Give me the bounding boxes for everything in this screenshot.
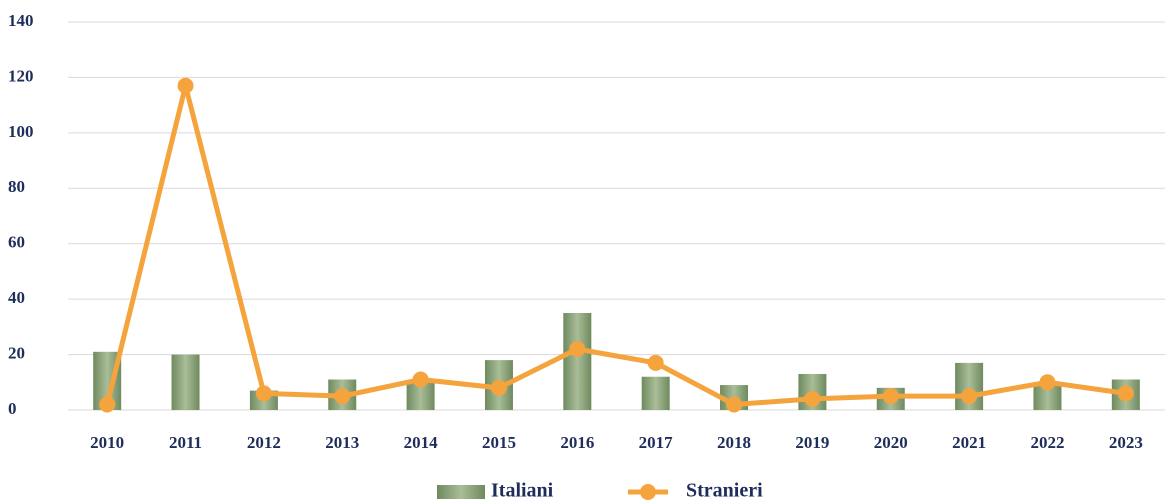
bar	[641, 376, 670, 410]
marker	[1117, 385, 1134, 402]
marker	[177, 77, 194, 94]
x-tick-label: 2022	[1030, 433, 1064, 452]
marker	[569, 341, 586, 358]
legend-label: Italiani	[491, 480, 554, 502]
marker	[647, 354, 664, 371]
marker	[412, 371, 429, 388]
marker	[255, 385, 272, 402]
y-tick-label: 120	[8, 66, 34, 85]
marker	[334, 388, 351, 405]
x-tick-label: 2020	[874, 433, 908, 452]
y-tick-label: 60	[8, 233, 25, 252]
legend-label: Stranieri	[686, 480, 763, 502]
x-tick-label: 2014	[404, 433, 439, 452]
marker	[1039, 374, 1056, 391]
bar	[563, 313, 592, 410]
line	[104, 83, 1127, 407]
y-tick-label: 100	[8, 122, 34, 141]
legend-swatch	[437, 485, 485, 499]
x-tick-label: 2012	[247, 433, 281, 452]
x-tick-label: 2010	[90, 433, 124, 452]
bar	[171, 354, 200, 410]
y-tick-label: 80	[8, 177, 25, 196]
x-tick-label: 2023	[1109, 433, 1143, 452]
marker	[882, 388, 899, 405]
marker	[726, 396, 743, 413]
marker	[490, 379, 507, 396]
x-tick-label: 2021	[952, 433, 986, 452]
x-tick-label: 2019	[795, 433, 829, 452]
y-tick-label: 0	[8, 399, 17, 418]
x-tick-label: 2011	[169, 433, 202, 452]
y-tick-label: 40	[8, 288, 25, 307]
marker	[804, 390, 821, 407]
y-tick-label: 20	[8, 343, 25, 362]
x-tick-label: 2015	[482, 433, 516, 452]
marker	[99, 396, 116, 413]
x-tick-label: 2013	[325, 433, 359, 452]
y-tick-label: 140	[8, 11, 34, 30]
marker	[961, 388, 978, 405]
x-tick-label: 2016	[560, 433, 594, 452]
legend-swatch	[640, 484, 656, 500]
x-tick-label: 2017	[639, 433, 674, 452]
x-tick-label: 2018	[717, 433, 751, 452]
